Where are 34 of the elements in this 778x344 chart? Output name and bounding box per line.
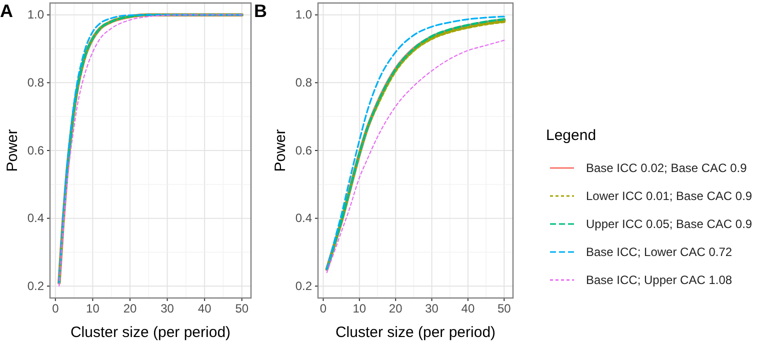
legend-label: Base ICC; Upper CAC 1.08 bbox=[586, 273, 732, 287]
y-tick-label: 1.0 bbox=[295, 8, 312, 22]
legend-label: Lower ICC 0.01; Base CAC 0.9 bbox=[586, 189, 752, 203]
legend-label: Base ICC 0.02; Base CAC 0.9 bbox=[586, 161, 748, 175]
y-tick-label: 0.6 bbox=[27, 143, 44, 158]
y-axis-title: Power bbox=[4, 129, 21, 172]
x-tick-label: 40 bbox=[198, 302, 212, 316]
x-tick-label: 0 bbox=[52, 302, 60, 316]
x-tick-label: 40 bbox=[461, 302, 475, 316]
x-tick-label: 10 bbox=[86, 302, 100, 316]
x-tick-label: 50 bbox=[497, 302, 512, 316]
x-axis-title: Cluster size (per period) bbox=[70, 324, 231, 341]
x-tick-label: 30 bbox=[160, 302, 174, 316]
y-tick-label: 0.8 bbox=[27, 76, 44, 90]
x-tick-label: 10 bbox=[352, 302, 366, 316]
x-tick-label: 0 bbox=[320, 302, 327, 316]
x-tick-label: 50 bbox=[235, 302, 249, 316]
y-tick-label: 1.0 bbox=[27, 8, 44, 22]
y-tick-label: 0.4 bbox=[27, 211, 44, 226]
x-tick-label: 20 bbox=[388, 302, 403, 316]
y-tick-label: 0.2 bbox=[27, 278, 44, 293]
x-axis-title: Cluster size (per period) bbox=[335, 324, 496, 341]
legend-title: Legend bbox=[546, 127, 596, 144]
chart-title: A bbox=[0, 1, 13, 21]
x-tick-label: 20 bbox=[123, 302, 137, 316]
y-axis-title: Power bbox=[272, 129, 289, 172]
y-tick-label: 0.6 bbox=[295, 143, 312, 158]
legend-label: Upper ICC 0.05; Base CAC 0.9 bbox=[586, 217, 752, 231]
y-tick-label: 0.4 bbox=[295, 211, 312, 226]
y-tick-label: 0.8 bbox=[295, 76, 312, 90]
y-tick-label: 0.2 bbox=[295, 278, 312, 293]
chart-title: B bbox=[254, 1, 267, 21]
legend-label: Base ICC; Lower CAC 0.72 bbox=[586, 245, 732, 259]
x-tick-label: 30 bbox=[425, 302, 439, 316]
